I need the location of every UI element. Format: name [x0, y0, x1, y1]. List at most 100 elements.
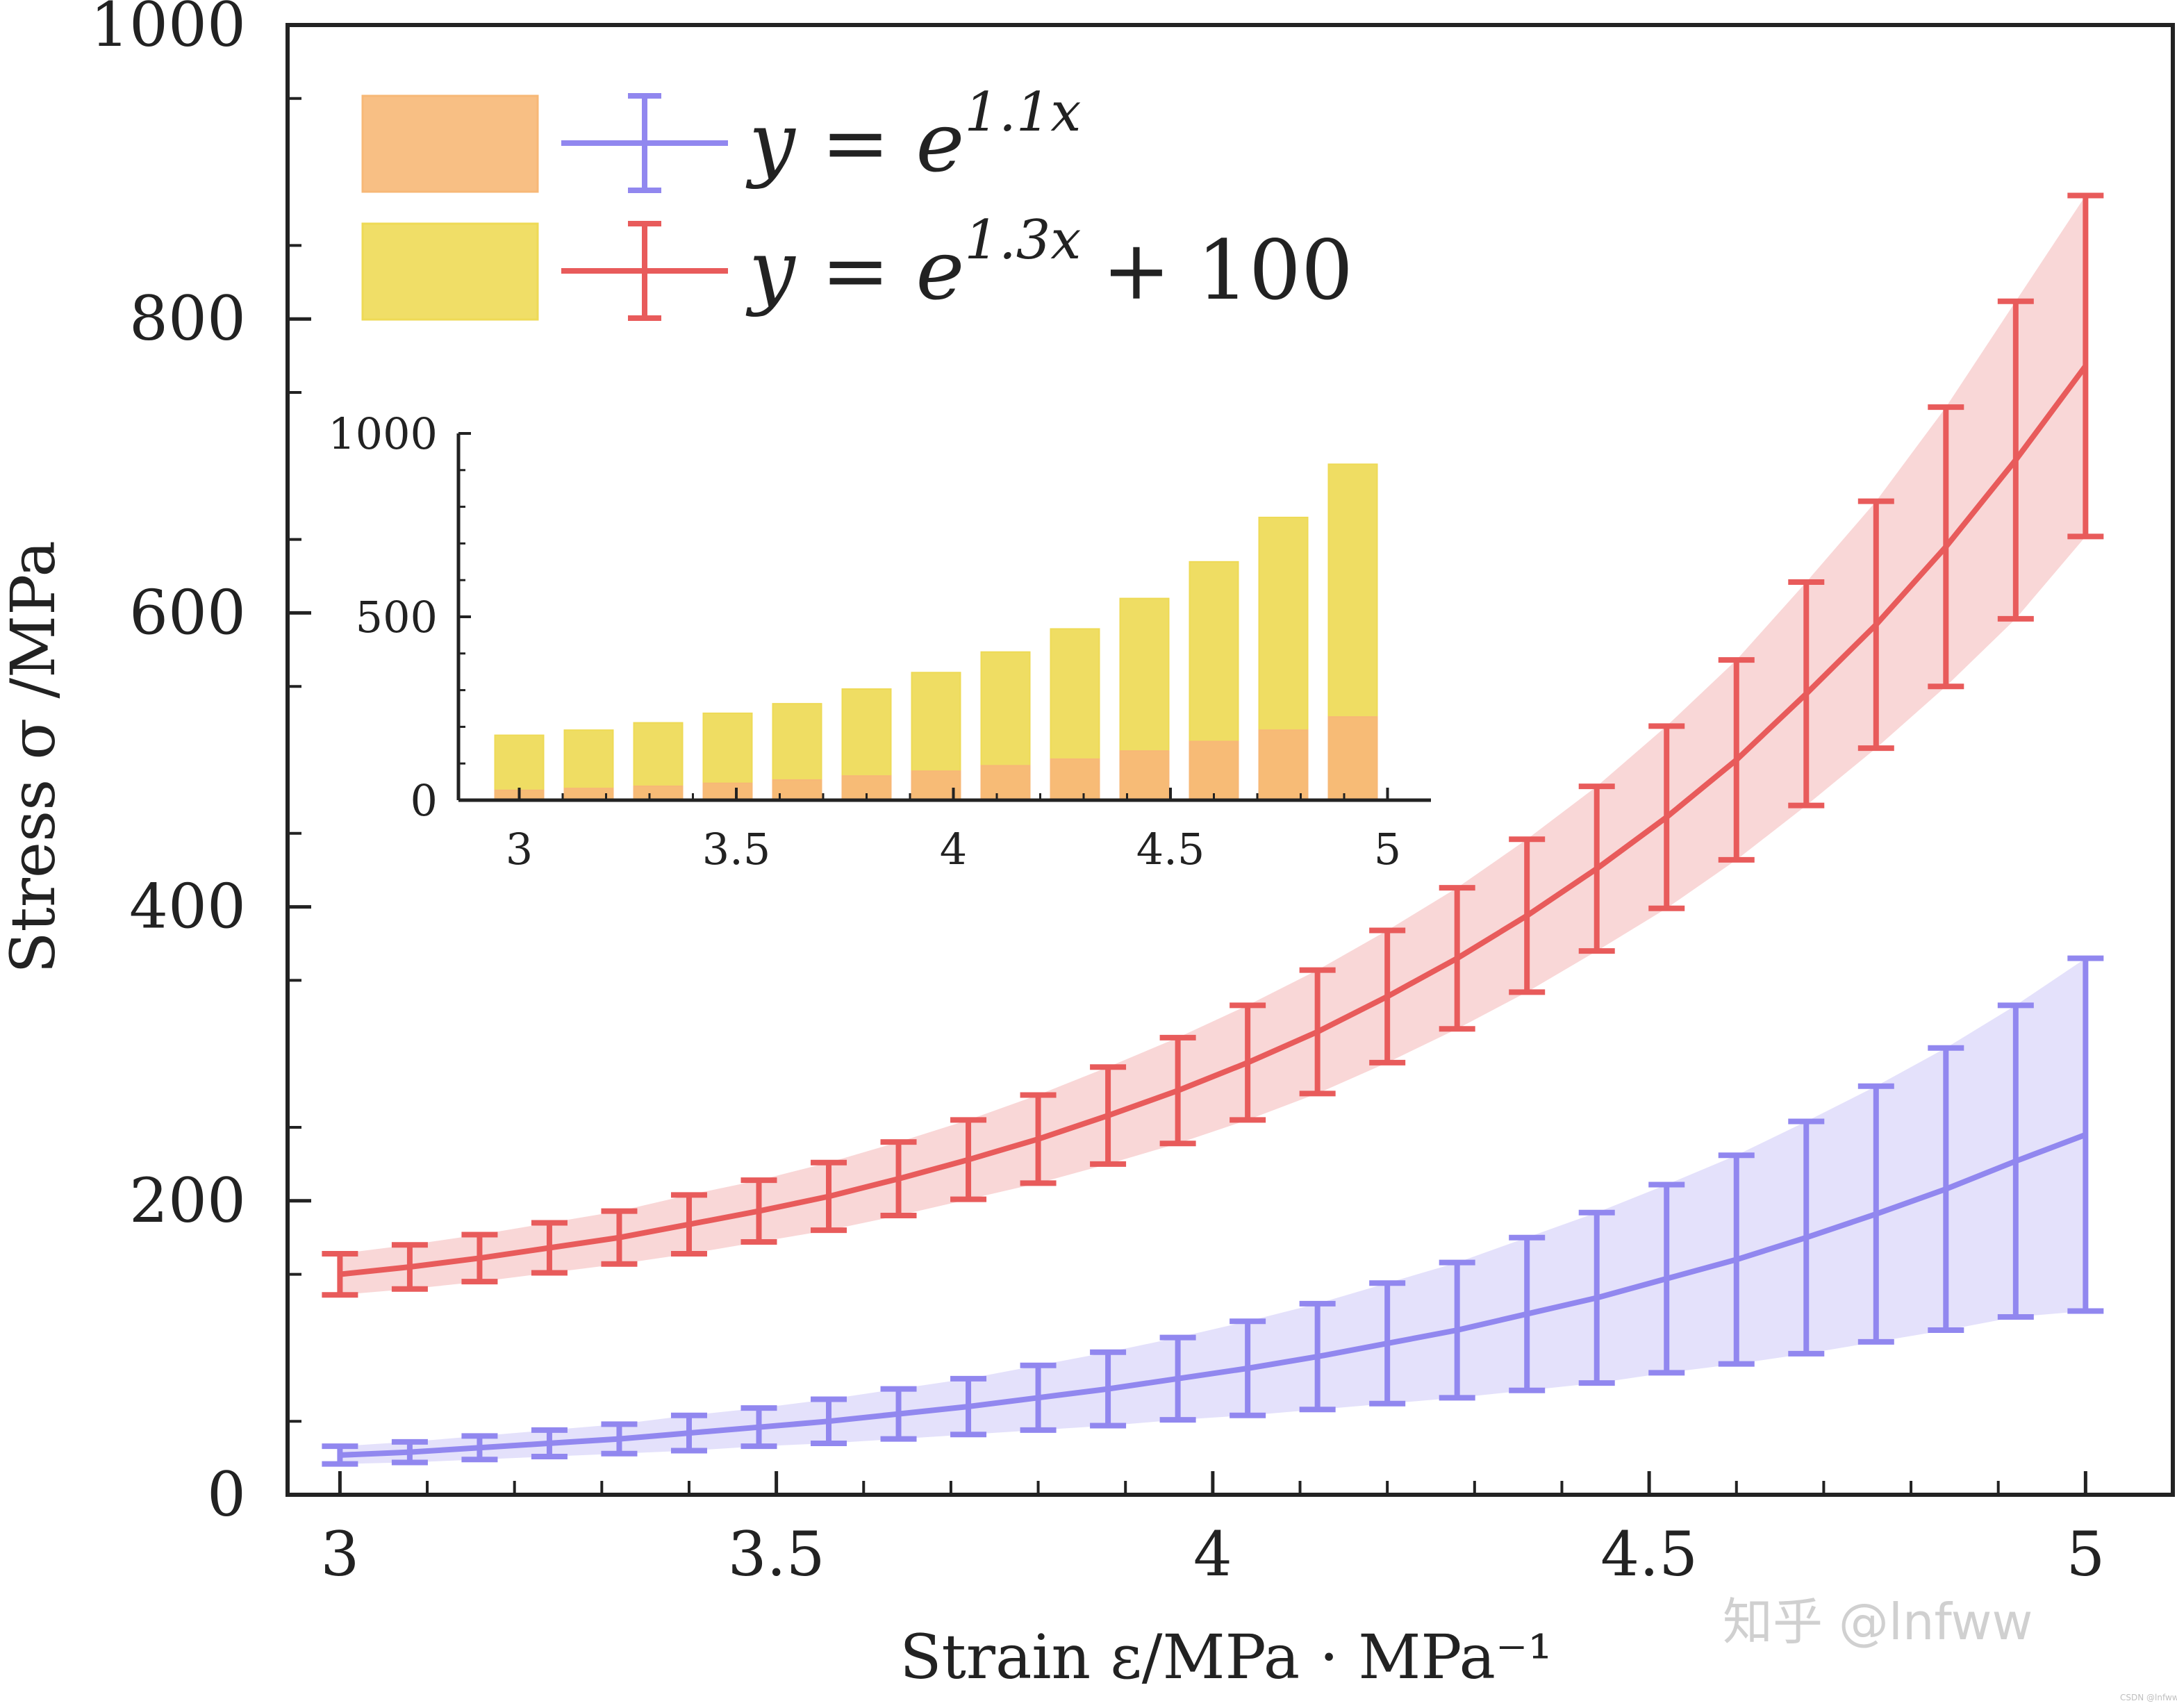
series-1-errorbar — [1230, 1318, 1266, 1418]
y-tick-label: 800 — [129, 283, 246, 354]
series-1-errorbar — [322, 1443, 358, 1467]
series-1-errorbar — [531, 1427, 568, 1459]
series-2-errorbar — [1578, 783, 1615, 954]
inset-y-tick-label: 500 — [356, 592, 438, 642]
series-1-errorbar — [880, 1386, 917, 1442]
series-2-errorbar — [531, 1220, 568, 1276]
series-1-errorbar — [811, 1396, 847, 1446]
y-tick-label: 600 — [129, 577, 246, 648]
series-1-errorbar — [1648, 1181, 1685, 1376]
series-2-errorbar — [1857, 498, 1894, 752]
inset-bar-2 — [1327, 716, 1378, 802]
series-2-errorbar — [461, 1232, 498, 1285]
y-tick-label: 400 — [129, 871, 246, 943]
inset-bar-2 — [1189, 740, 1239, 802]
series-1-band — [340, 958, 2086, 1464]
legend-label-2: y = e1.3x + 100 — [745, 209, 1353, 318]
series-1-errorbar — [461, 1433, 498, 1463]
series-2-errorbar — [1997, 298, 2034, 622]
legend-label-1: y = e1.1x — [745, 81, 1081, 190]
inset-bar-2 — [633, 785, 684, 802]
series-2-errorbar — [1159, 1034, 1196, 1147]
inset-y-tick-label: 0 — [411, 775, 438, 826]
plot-frame — [285, 23, 2175, 1497]
series-2-errorbar — [1788, 579, 1825, 809]
series-2-line — [339, 364, 2088, 1277]
series-2-errorbar — [1718, 657, 1755, 863]
legend-patch-1 — [361, 94, 539, 193]
series-2-errorbar — [1090, 1064, 1127, 1167]
series-2-errorbar — [670, 1192, 707, 1257]
series-1-errorbar — [2067, 955, 2104, 1314]
series-1-errorbar — [1578, 1209, 1615, 1386]
series-1-line — [340, 1131, 2087, 1458]
series-1-errorbar — [1718, 1152, 1755, 1367]
inset-bar-2 — [1050, 758, 1100, 802]
series-1-errorbar — [391, 1438, 428, 1466]
y-tick-label: 200 — [129, 1165, 246, 1236]
series-lines — [339, 364, 2088, 1458]
inset-x-tick-label: 5 — [1374, 824, 1401, 874]
inset-x-tick-label: 3.5 — [702, 824, 771, 874]
inset-bar-2 — [702, 782, 753, 802]
series-1-errorbar — [1788, 1118, 1825, 1357]
series-1-errorbar — [1928, 1045, 1964, 1334]
inset-bar-2 — [980, 765, 1031, 802]
series-1-errorbar — [1159, 1334, 1196, 1423]
series-2-errorbar — [1509, 836, 1546, 995]
series-1-errorbar — [950, 1375, 987, 1438]
series-2-errorbar — [391, 1242, 428, 1292]
inset-bars — [494, 463, 1378, 802]
y-tick-label: 0 — [207, 1459, 246, 1530]
series-1-errorbar — [1509, 1234, 1546, 1393]
main-plot: 3 3.5 4 4.5 5 0 200 400 600 800 1000 — [90, 0, 2175, 1590]
series-1-errorbar — [740, 1405, 777, 1450]
x-tick-label: 4.5 — [1600, 1518, 1698, 1590]
x-tick-label: 4 — [1193, 1518, 1232, 1590]
x-tick-label: 3 — [320, 1518, 359, 1590]
series-1-errorbar — [1439, 1259, 1475, 1401]
series-1-errorbar — [1090, 1349, 1127, 1429]
series-2-errorbar — [1648, 723, 1685, 911]
legend: y = e1.1x y = e1.3x + 100 — [361, 81, 1353, 321]
x-tick-label: 3.5 — [728, 1518, 825, 1590]
inset-bar-2 — [1258, 729, 1309, 801]
y-tick-labels: 0 200 400 600 800 1000 — [90, 0, 246, 1530]
x-tick-labels: 3 3.5 4 4.5 5 — [320, 1518, 2105, 1590]
x-axis-title: Strain ε/MPa · MPa⁻¹ — [900, 1621, 1553, 1693]
series-2-errorbar — [1020, 1092, 1057, 1186]
series-2-errorbar — [1369, 927, 1406, 1066]
series-2-errorbar — [1230, 1002, 1266, 1123]
inset-y-tick-label: 1000 — [328, 408, 438, 459]
inset-x-tick-label: 4 — [940, 824, 967, 874]
inset-bar-chart: 3 3.5 4 4.5 5 0 500 1000 — [328, 408, 1431, 874]
series-1-errorbar — [1020, 1362, 1057, 1433]
legend-patch-2 — [361, 222, 539, 321]
series-2-errorbar — [950, 1117, 987, 1202]
series-1-errorbar — [1299, 1300, 1336, 1413]
series-2-errorbar — [1299, 967, 1336, 1097]
inset-bar-2 — [1119, 750, 1170, 802]
series-1-errorbar — [1369, 1280, 1406, 1407]
y-tick-label: 1000 — [90, 0, 246, 60]
inset-x-tick-labels: 3 3.5 4 4.5 5 — [506, 824, 1401, 874]
series-2-errorbar — [1439, 885, 1475, 1032]
series-2-errorbar — [811, 1159, 847, 1234]
inset-y-tick-labels: 0 500 1000 — [328, 408, 438, 826]
watermark-text: 知乎 @lnfww — [1723, 1593, 2033, 1651]
series-2-errorbar — [322, 1250, 358, 1298]
inset-axes — [456, 432, 1431, 802]
series-2-errorbar — [880, 1139, 917, 1218]
series-1-errorbar — [1857, 1083, 1894, 1345]
series-2-errorbar — [601, 1208, 638, 1267]
series-2-errorbar — [740, 1177, 777, 1245]
series-2-errorbar — [1928, 404, 1964, 690]
confidence-bands — [340, 195, 2086, 1464]
x-tick-label: 5 — [2066, 1518, 2105, 1590]
inset-x-tick-label: 4.5 — [1136, 824, 1205, 874]
series-2-errorbar — [2067, 192, 2104, 540]
series-1-errorbar — [601, 1421, 638, 1457]
inset-x-tick-label: 3 — [506, 824, 533, 874]
